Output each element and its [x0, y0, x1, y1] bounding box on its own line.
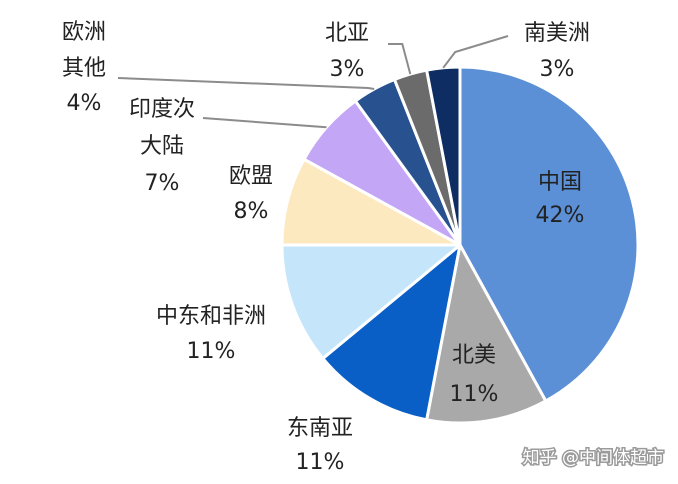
- pie-slice-eu: [280, 157, 462, 247]
- leader-line-europe-other: [117, 77, 375, 90]
- slice-value-north-asia: 3%: [330, 57, 365, 82]
- slice-label-south-america: 南美洲: [524, 21, 590, 46]
- slice-value-eu: 8%: [234, 199, 269, 224]
- slice-value-north-america: 11%: [450, 382, 499, 407]
- slice-value-china: 42%: [536, 203, 585, 228]
- slice-label-china: 中国: [538, 170, 582, 195]
- leader-line-south-america: [442, 35, 509, 69]
- slice-value-indian-subcontinent: 7%: [145, 171, 180, 196]
- slice-value-middle-east-africa: 11%: [187, 339, 236, 364]
- pie-slice-north-america: [425, 243, 548, 425]
- slice-label-eu: 欧盟: [229, 164, 273, 189]
- slice-value-south-america: 3%: [540, 57, 575, 82]
- slice-label-north-asia: 北亚: [325, 21, 369, 46]
- pie-slice-china: [458, 65, 640, 403]
- slice-value-southeast-asia: 11%: [296, 450, 345, 475]
- slice-label-southeast-asia: 东南亚: [287, 416, 353, 441]
- watermark: 知乎 @中间体超市: [523, 448, 664, 468]
- pie-slice-southeast-asia: [321, 243, 462, 422]
- leader-line-north-asia: [388, 43, 412, 75]
- leader-line-indian-subcontinent: [202, 117, 327, 129]
- slice-label-north-america: 北美: [452, 343, 496, 368]
- watermark-outline: 知乎 @中间体超市: [523, 448, 664, 468]
- slice-value-europe-other: 4%: [67, 91, 102, 116]
- slice-label-europe-other-2: 其他: [62, 56, 106, 81]
- pie-slice-middle-east-africa: [280, 243, 462, 360]
- slice-label-middle-east-africa: 中东和非洲: [156, 304, 266, 329]
- slice-label-indian-subcontinent-1: 印度次: [129, 97, 195, 122]
- slice-label-indian-subcontinent-2: 大陆: [140, 134, 184, 159]
- slice-label-europe-other-1: 欧洲: [62, 20, 106, 45]
